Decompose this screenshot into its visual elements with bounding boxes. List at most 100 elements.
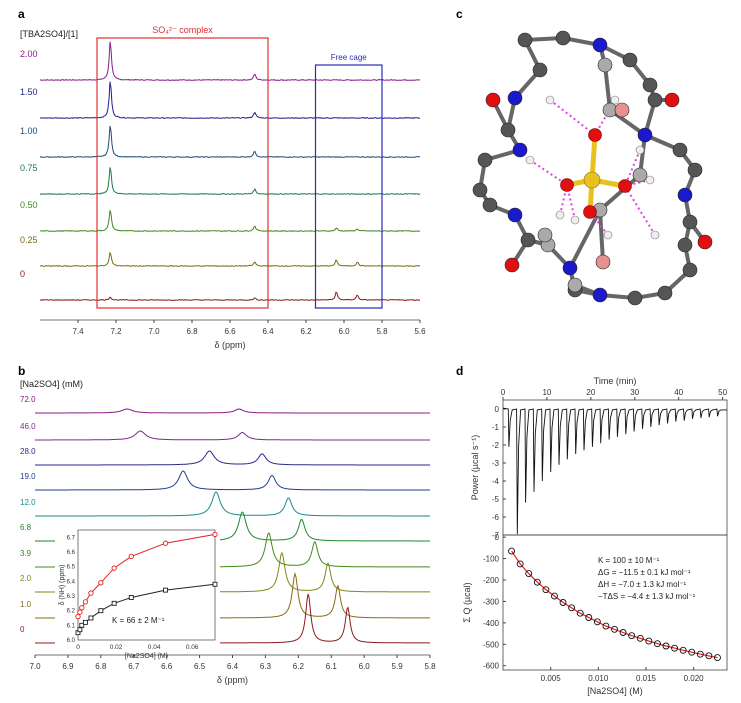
level-label-b-3: 19.0 — [20, 472, 36, 481]
x-tick-label-b: 6.3 — [260, 662, 272, 671]
itc-data-point — [576, 609, 584, 617]
x-tick-label-b: 5.9 — [392, 662, 404, 671]
x-tick-label-b: 6.5 — [194, 662, 206, 671]
level-label-b-7: 2.0 — [20, 574, 32, 583]
hydrogen-atom — [570, 215, 580, 225]
inset-point-red — [212, 531, 218, 538]
inset-point-red — [82, 599, 89, 605]
atom — [567, 277, 583, 293]
level-label-b-1: 46.0 — [20, 422, 36, 431]
itc-data-point — [696, 650, 704, 658]
atom — [682, 214, 698, 230]
atom — [622, 52, 638, 68]
level-label-a-3: 0.75 — [20, 163, 38, 173]
sulfate-oxygen — [560, 178, 574, 192]
itc-top-y-tick-label: -2 — [492, 441, 500, 450]
bond — [598, 173, 642, 212]
panel-b-nmr-stack: [Na2SO4] (mM) 72.0 46.0 28.0 19.0 12.0 6.8 3.9 2… — [20, 379, 436, 685]
itc-top-x-tick-label: 50 — [718, 388, 727, 397]
itc-top-x-tick-label: 30 — [630, 388, 639, 397]
x-tick-label-b: 6.4 — [227, 662, 239, 671]
hydrogen-atom — [645, 175, 655, 185]
x-tick-label-a: 6.8 — [186, 327, 198, 336]
x-tick-label-b: 6.9 — [62, 662, 74, 671]
level-label-a-0: 2.00 — [20, 49, 38, 59]
atom — [512, 142, 528, 158]
itc-bottom-x-title: [Na2SO4] (M) — [587, 686, 643, 696]
level-label-a-2: 1.00 — [20, 126, 38, 136]
itc-top-x-tick-label: 20 — [586, 388, 595, 397]
atom — [532, 62, 548, 78]
itc-data-point — [636, 634, 644, 642]
spectrum-a-2 — [39, 125, 421, 158]
spectrum-a-6 — [39, 291, 421, 301]
inset-point-black — [212, 581, 218, 587]
atom — [472, 182, 488, 198]
itc-data-point — [653, 640, 661, 648]
inset-point-black — [77, 627, 83, 633]
inset-x-tick-label: 0.06 — [186, 644, 199, 651]
inset-x-title: [Na2SO4] (M) — [125, 653, 168, 660]
atom — [614, 102, 630, 118]
inset-point-red — [111, 565, 117, 571]
x-tick-label-a: 5.8 — [376, 327, 388, 336]
itc-data-point — [602, 622, 610, 630]
spectrum-b-8 — [220, 571, 430, 619]
panel-c-label: c — [456, 7, 463, 21]
x-tick-label-a: 6.6 — [224, 327, 236, 336]
itc-top-y-tick-label: -6 — [492, 513, 500, 522]
atom — [697, 234, 713, 250]
hydrogen-atom — [610, 95, 620, 105]
itc-data-point — [645, 637, 653, 645]
inset-y-tick-label: 6.1 — [67, 623, 76, 629]
level-label-a-6: 0 — [20, 269, 25, 279]
panel-a-label: a — [18, 7, 25, 21]
itc-top-y-tick-label: -7 — [492, 531, 500, 540]
itc-top-x-title: Time (min) — [594, 376, 637, 386]
atom — [677, 237, 693, 253]
hydrogen-atom — [555, 210, 565, 220]
inset-point-red — [128, 553, 134, 560]
x-tick-label-b: 6.1 — [326, 662, 338, 671]
itc-annotation-2: ΔH = −7.0 ± 1.3 kJ mol⁻¹ — [598, 580, 687, 589]
sulfate-oxygen — [583, 205, 597, 219]
bond — [598, 208, 605, 264]
itc-bottom-x-tick-label: 0.010 — [588, 674, 609, 683]
free-cage-box — [314, 64, 383, 309]
sulfate-oxygen — [588, 128, 602, 142]
spectrum-a-4 — [39, 210, 421, 233]
panel-d-itc: Time (min) 0 10 20 30 40 50 0 -1 -2 -3 -4 -5 -6 -7 Powe… — [462, 376, 728, 696]
x-tick-label-b: 6.2 — [293, 662, 305, 671]
atom — [642, 77, 658, 93]
inset-x-tick-label: 0 — [76, 644, 80, 651]
inset-x-tick-label: 0.02 — [110, 644, 123, 651]
panel-d-label: d — [456, 364, 463, 378]
atom — [687, 162, 703, 178]
atom — [647, 92, 663, 108]
itc-bottom-y-tick-label: -300 — [483, 597, 500, 606]
inset-y-tick-label: 6.4 — [67, 579, 76, 585]
x-tick-label-a: 6.0 — [338, 327, 350, 336]
spectrum-a-0 — [39, 41, 421, 81]
x-tick-label-b: 6.0 — [359, 662, 371, 671]
hydrogen-atom — [525, 155, 535, 165]
itc-data-point — [611, 625, 618, 633]
complex-region-box — [96, 37, 269, 309]
atom — [537, 227, 553, 243]
itc-data-point — [619, 629, 627, 636]
itc-data-point — [525, 570, 533, 578]
atom — [637, 127, 653, 143]
panel-a-nmr-stack: [TBA2SO4]/[1] 2.00 1.50 1.00 0.75 0.50 0.25 0 SO… — [20, 25, 426, 350]
spectrum-b-0 — [35, 408, 430, 414]
panel-c-molecular-structure — [472, 30, 713, 306]
complex-label: SO₄²⁻ complex — [152, 25, 213, 35]
level-label-b-6: 3.9 — [20, 549, 32, 558]
itc-annotation-3: −TΔS = −4.4 ± 1.3 kJ mol⁻¹ — [598, 592, 696, 601]
itc-data-point — [714, 654, 721, 662]
inset-point-red — [162, 540, 169, 546]
inset-point-black — [111, 600, 117, 606]
panel-b-label: b — [18, 364, 25, 378]
inset-point-black — [88, 615, 94, 621]
itc-bottom-x-tick-label: 0.020 — [684, 674, 705, 683]
